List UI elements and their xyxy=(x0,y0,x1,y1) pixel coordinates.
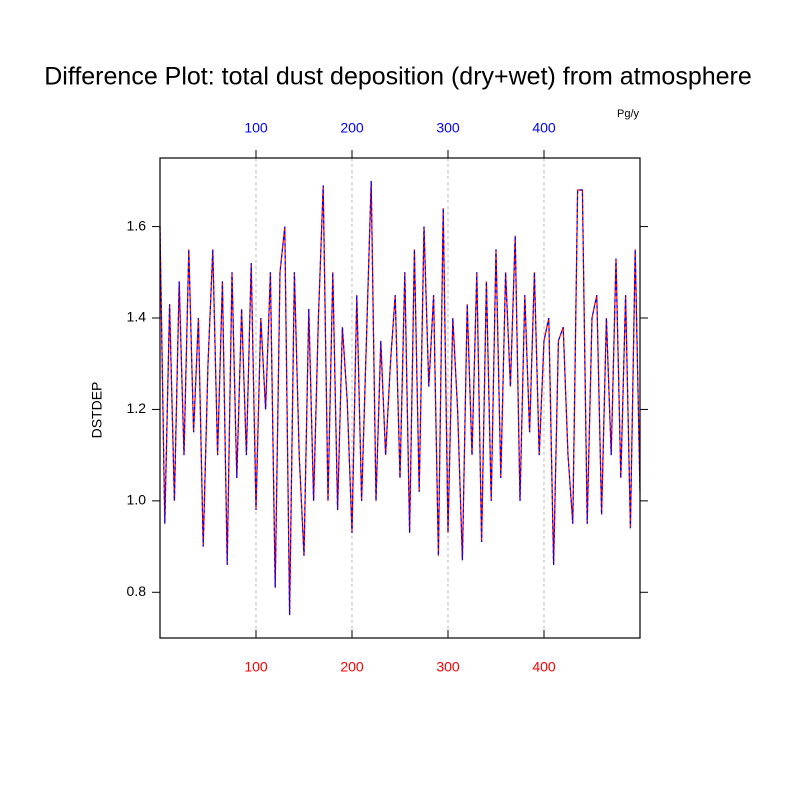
series-line xyxy=(159,180,641,616)
y-tick-label: 1.6 xyxy=(127,217,147,233)
y-axis-label: DSTDEP xyxy=(89,382,105,439)
x-top-tick-label: 400 xyxy=(532,120,556,136)
x-tick-label: 400 xyxy=(532,659,556,675)
x-top-tick-label: 100 xyxy=(244,120,268,136)
series-line xyxy=(159,180,641,616)
plot-frame xyxy=(159,157,641,639)
x-top-tick-label: 200 xyxy=(340,120,364,136)
x-tick-label: 100 xyxy=(244,659,268,675)
y-tick-label: 1.4 xyxy=(127,309,147,325)
chart-title: Difference Plot: total dust deposition (… xyxy=(44,63,752,91)
y-tick-label: 0.8 xyxy=(127,583,147,599)
y-tick-label: 1.0 xyxy=(127,492,147,508)
x-tick-label: 300 xyxy=(436,659,460,675)
units-label: Pg/y xyxy=(617,108,640,120)
x-top-tick-label: 300 xyxy=(436,120,460,136)
x-tick-label: 200 xyxy=(340,659,364,675)
y-tick-label: 1.2 xyxy=(127,400,147,416)
